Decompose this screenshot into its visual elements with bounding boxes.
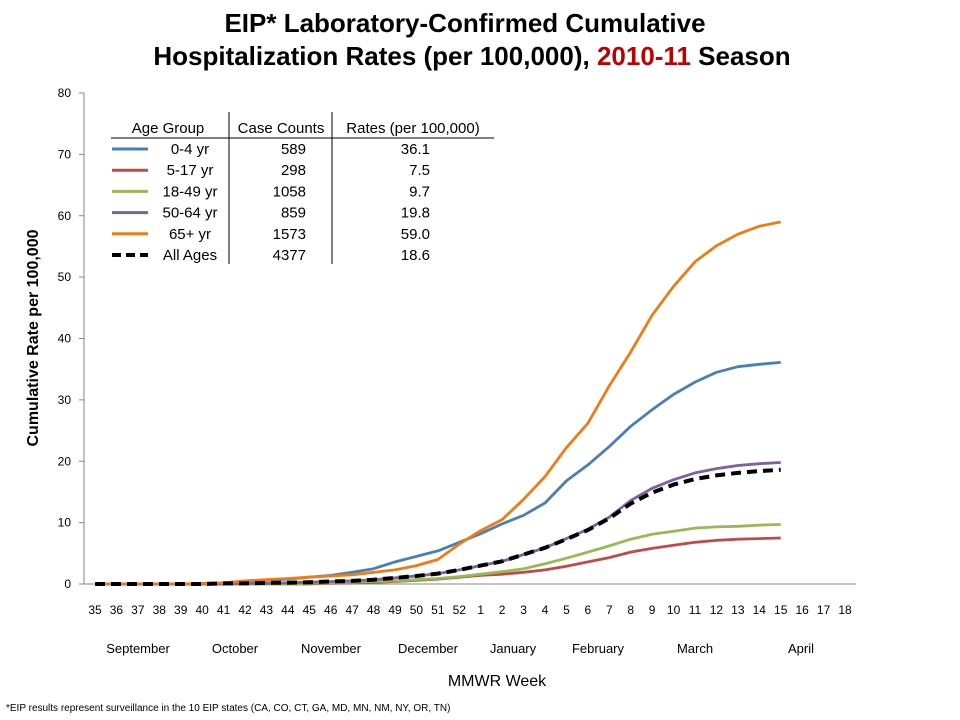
series-line-0-4-yr	[95, 361, 781, 586]
legend-case-count: 4377	[273, 247, 306, 264]
x-tick-label: 1	[477, 603, 484, 617]
x-tick-label: 48	[367, 603, 381, 617]
y-tick-label: 50	[58, 270, 72, 284]
legend-header-age: Age Group	[132, 120, 205, 137]
chart-title-line1: EIP* Laboratory-Confirmed Cumulative	[224, 8, 705, 38]
x-tick-label: 10	[667, 603, 681, 617]
x-tick-label: 45	[303, 603, 317, 617]
x-tick-label: 18	[838, 603, 852, 617]
month-label: February	[572, 641, 625, 656]
x-tick-label: 2	[499, 603, 506, 617]
y-tick-label: 0	[64, 577, 71, 591]
month-label: April	[788, 641, 814, 656]
x-tick-label: 17	[817, 603, 831, 617]
legend-header-count: Case Counts	[238, 120, 325, 137]
legend-rate: 59.0	[401, 226, 430, 243]
title-suffix: Season	[691, 41, 791, 71]
y-axis-label: Cumulative Rate per 100,000	[25, 229, 42, 446]
x-tick-label: 49	[388, 603, 402, 617]
x-tick-label: 5	[563, 603, 570, 617]
x-tick-label: 39	[174, 603, 188, 617]
legend-header-rate: Rates (per 100,000)	[346, 120, 479, 137]
x-axis-label: MMWR Week	[448, 673, 547, 690]
legend-rate: 9.7	[409, 183, 430, 200]
x-tick-label: 38	[153, 603, 167, 617]
legend-age-group: 65+ yr	[169, 226, 211, 243]
title-season: 2010-11	[597, 41, 691, 71]
month-label: January	[490, 641, 537, 656]
legend-age-group: 0-4 yr	[171, 141, 209, 158]
series-line-all-ages	[95, 467, 781, 586]
x-tick-label: 37	[131, 603, 145, 617]
x-tick-label: 9	[649, 603, 656, 617]
legend-case-count: 859	[281, 205, 306, 222]
legend-age-group: 5-17 yr	[167, 162, 214, 179]
legend-age-group: All Ages	[163, 247, 217, 264]
x-tick-label: 13	[731, 603, 745, 617]
x-tick-label: 41	[217, 603, 231, 617]
x-tick-label: 3	[520, 603, 527, 617]
chart-title-line2: Hospitalization Rates (per 100,000), 201…	[153, 41, 790, 71]
legend-case-count: 1573	[273, 226, 306, 243]
title-prefix: Hospitalization Rates (per 100,000),	[153, 41, 597, 71]
legend-age-group: 50-64 yr	[162, 205, 217, 222]
x-tick-label: 7	[606, 603, 613, 617]
x-tick-label: 35	[88, 603, 102, 617]
legend-table: Age Group Case Counts Rates (per 100,000…	[111, 112, 494, 264]
legend-case-count: 589	[281, 141, 306, 158]
month-label: November	[301, 641, 362, 656]
legend-rate: 19.8	[401, 205, 430, 222]
legend-rate: 36.1	[401, 141, 430, 158]
x-tick-label: 15	[774, 603, 788, 617]
x-tick-label: 42	[238, 603, 252, 617]
x-tick-label: 4	[542, 603, 549, 617]
x-tick-label: 6	[585, 603, 592, 617]
legend-rate: 18.6	[401, 247, 430, 264]
y-tick-label: 20	[58, 454, 72, 468]
x-tick-label: 52	[453, 603, 467, 617]
x-tick-label: 51	[431, 603, 445, 617]
x-tick-label: 16	[795, 603, 809, 617]
legend-rate: 7.5	[409, 162, 430, 179]
x-tick-label: 43	[260, 603, 274, 617]
x-tick-label: 11	[689, 603, 702, 617]
month-label: March	[677, 641, 713, 656]
x-tick-label: 36	[110, 603, 124, 617]
x-tick-label: 40	[195, 603, 209, 617]
y-tick-label: 70	[58, 147, 72, 161]
x-tick-label: 8	[627, 603, 634, 617]
y-tick-label: 10	[58, 516, 72, 530]
month-label: September	[106, 641, 170, 656]
footnote: *EIP results represent surveillance in t…	[6, 703, 450, 714]
legend-case-count: 1058	[273, 183, 306, 200]
month-label: October	[212, 641, 259, 656]
x-tick-label: 47	[345, 603, 359, 617]
x-tick-label: 50	[410, 603, 424, 617]
y-tick-label: 80	[58, 86, 72, 100]
y-tick-label: 60	[58, 209, 72, 223]
y-tick-label: 30	[58, 393, 72, 407]
x-tick-label: 44	[281, 603, 295, 617]
series-line-50-64-yr	[95, 461, 781, 586]
x-tick-label: 14	[753, 603, 767, 617]
month-label: December	[398, 641, 459, 656]
x-tick-label: 12	[710, 603, 724, 617]
legend-age-group: 18-49 yr	[162, 183, 217, 200]
y-tick-label: 40	[58, 332, 72, 346]
legend-case-count: 298	[281, 162, 306, 179]
x-tick-label: 46	[324, 603, 338, 617]
